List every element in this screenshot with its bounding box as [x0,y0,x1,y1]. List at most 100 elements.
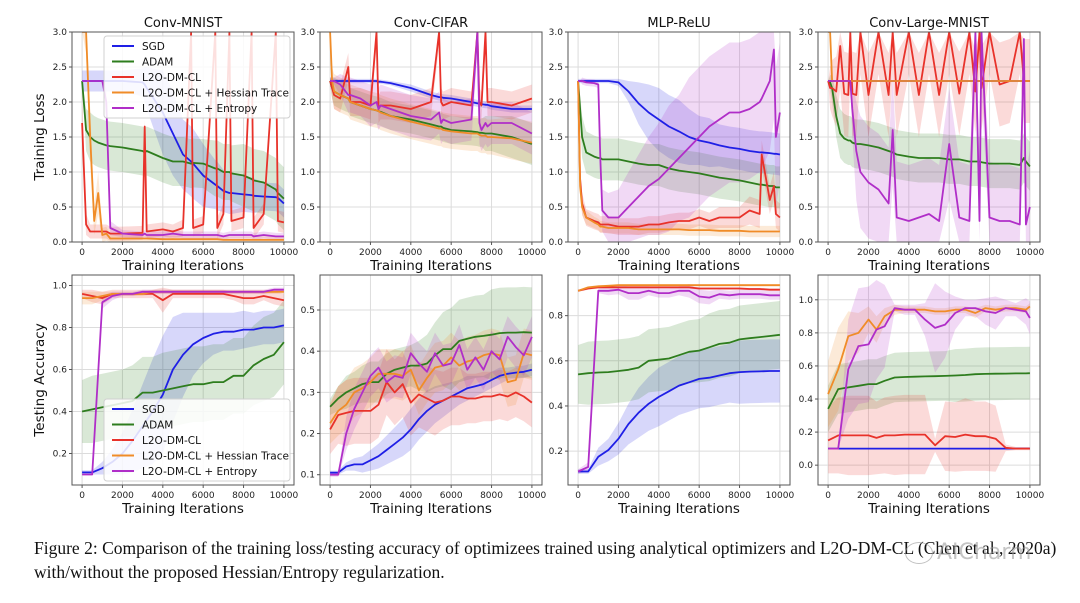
series-line-l2o-dm-cl-hessian-trace [577,284,780,292]
subplot-title: Conv-CIFAR [394,16,468,31]
x-tick-label: 10000 [270,248,299,258]
y-tick-label: 3.0 [549,28,564,38]
x-tick-label: 10000 [1016,248,1045,258]
y-tick-label: 1.0 [301,168,316,178]
x-tick-label: 4000 [897,491,920,501]
y-tick-label: 1.0 [549,168,564,178]
band-l2o-dm-cl-entropy [578,32,780,242]
x-tick-label: 2000 [857,491,880,501]
band-adam [828,346,1030,433]
y-tick-label: 0.4 [301,347,316,357]
band-l2o-dm-cl-entropy [828,280,1030,449]
series-line-l2o-dm-cl-entropy [578,48,781,219]
x-tick-label: 2000 [111,248,134,258]
series-line-l2o-dm-cl-entropy [828,307,1031,450]
x-tick-label: 10000 [518,248,547,258]
x-tick-label: 0 [825,491,831,501]
x-tick-label: 8000 [978,248,1001,258]
y-tick-label: 1.0 [799,296,814,306]
y-tick-label: 0.6 [53,366,68,376]
y-tick-label: 0.2 [301,430,315,440]
band-l2o-dm-cl [828,394,1030,476]
y-tick-label: 0.2 [799,428,813,438]
series-line-l2o-dm-cl-hessian-trace [827,305,1031,395]
y-tick-label: 0.3 [301,388,315,398]
band-l2o-dm-cl [828,32,1030,137]
y-tick-label: 0.6 [549,357,564,367]
x-axis-label: Training Iterations [617,258,740,274]
caption-text: Comparison of the training loss/testing … [34,538,1057,582]
figure-svg: 0 2000 4000 6000 8000 100000.00.51.01.52.02.5… [32,16,1045,517]
band-adam [578,81,780,209]
watermark-text: AICharm [937,540,1032,565]
legend: SGD ADAM L2O-DM-CL L2O-DM-CL + Hessian Trac… [103,398,291,482]
subplot-accuracy-3: 0 2000 4000 6000 8000 10000 0.0 0.2 0.4 0.6 0.8 1.0… [799,274,1045,517]
band-adam [330,77,532,165]
series-line-l2o-dm-cl-entropy [577,288,780,473]
y-tick-label: 1.5 [53,133,67,143]
series-line-l2o-dm-cl-entropy [82,80,284,238]
x-tick-label: 6000 [192,491,215,501]
watermark: AICharm [905,540,1031,565]
subplot-accuracy-1: 0 2000 4000 6000 8000 10000 0.1 0.2 0.3 0.4 0.5 Tra… [301,274,546,517]
legend-label: L2O-DM-CL + Entropy [142,466,257,478]
x-tick-label: 10000 [1016,491,1045,501]
y-axis-label: Training Loss [32,93,48,181]
x-tick-label: 0 [327,248,333,258]
y-tick-label: 0.4 [53,408,68,418]
x-tick-label: 8000 [232,491,255,501]
y-tick-label: 0.2 [549,447,563,457]
x-axis-label: Training Iterations [369,258,492,274]
y-tick-label: 1.0 [53,282,68,292]
y-tick-label: 0.5 [53,203,67,213]
series-line-l2o-dm-cl-hessian-trace [329,352,533,424]
subplot-title: MLP-ReLU [647,16,710,31]
y-tick-label: 0.4 [799,395,814,405]
band-l2o-dm-cl-hessian-trace [828,303,1030,428]
legend-box [103,398,291,482]
y-tick-label: 2.0 [549,98,564,108]
y-tick-label: 0.6 [799,362,814,372]
y-tick-label: 1.0 [799,168,814,178]
band-sgd [578,78,780,176]
legend-label: SGD [142,404,165,416]
series-line-l2o-dm-cl-entropy [330,32,533,135]
x-tick-label: 0 [825,248,831,258]
x-tick-label: 0 [327,491,333,501]
x-tick-label: 4000 [399,248,422,258]
x-axis-label: Training Iterations [867,501,990,517]
legend-label: ADAM [142,420,173,432]
y-tick-label: 2.5 [549,63,563,73]
x-tick-label: 8000 [728,491,751,501]
y-tick-label: 0.5 [799,203,813,213]
subplot-conv-mnist: 0 2000 4000 6000 8000 10000 0.0 0.5 1.0 1.5 2.0 2.5… [32,16,298,274]
band-adam [578,301,780,405]
y-tick-label: 3.0 [53,28,68,38]
subplot-mlp-relu: 0 2000 4000 6000 8000 10000 0.0 0.5 1.0 1.5 2.0 2.5… [549,16,795,274]
y-tick-label: 2.0 [53,98,68,108]
legend-label: L2O-DM-CL + Hessian Trace [142,88,289,100]
y-tick-label: 0.0 [549,238,564,248]
plot-area [568,275,790,485]
y-tick-label: 3.0 [301,28,316,38]
legend-box [103,35,291,119]
legend-label: L2O-DM-CL + Entropy [142,103,257,115]
x-tick-label: 6000 [440,491,463,501]
legend-label: L2O-DM-CL + Hessian Trace [142,451,289,463]
series-line-l2o-dm-cl-entropy [828,32,1031,226]
caption-label: Figure 2: [34,538,98,558]
y-tick-label: 0.5 [549,203,563,213]
band-l2o-dm-cl [330,349,532,455]
series-line-l2o-dm-cl-hessian-trace [577,80,780,233]
series-line-sgd [578,80,781,156]
series-line-l2o-dm-cl-entropy [330,335,533,476]
x-tick-label: 10000 [270,491,299,501]
chat-bubble-icon [905,542,933,564]
x-tick-label: 8000 [480,491,503,501]
y-tick-label: 0.2 [53,450,67,460]
y-tick-label: 3.0 [799,28,814,38]
band-l2o-dm-cl [578,81,780,235]
y-axis-label: Testing Accuracy [32,323,48,437]
x-tick-label: 0 [575,248,581,258]
y-tick-label: 0.8 [53,324,68,334]
